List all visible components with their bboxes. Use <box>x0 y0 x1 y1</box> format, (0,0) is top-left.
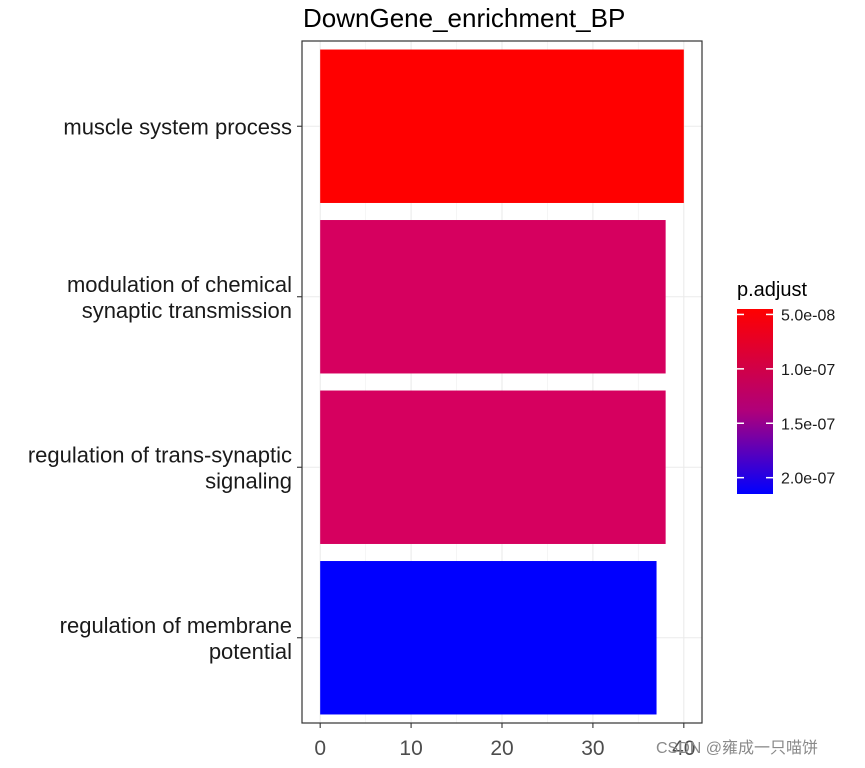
legend-ticks: 5.0e-08 1.0e-07 1.5e-07 2.0e-07 <box>737 307 835 488</box>
bar <box>320 390 666 544</box>
bar <box>320 220 666 374</box>
bar <box>320 49 684 203</box>
category-label: modulation of chemical <box>67 272 292 297</box>
chart-title: DownGene_enrichment_BP <box>303 3 625 33</box>
legend-tick-label: 1.5e-07 <box>781 416 835 433</box>
legend-tick-label: 5.0e-08 <box>781 307 835 324</box>
x-tick-label: 10 <box>399 737 422 760</box>
category-label: regulation of trans-synaptic <box>28 442 292 467</box>
legend-tick-label: 2.0e-07 <box>781 471 835 488</box>
category-label: regulation of membrane <box>60 613 292 638</box>
category-label: muscle system process <box>63 114 292 139</box>
bars <box>320 49 684 715</box>
category-label: signaling <box>205 468 292 493</box>
legend-tick-label: 1.0e-07 <box>781 362 835 379</box>
category-labels: muscle system process modulation of chemi… <box>28 114 302 664</box>
watermark: CSDN @雍成一只喵饼 <box>656 739 818 757</box>
legend: p.adjust 5.0e-08 1.0e-07 1.5e-07 2.0e-07 <box>737 279 835 494</box>
x-tick-label: 40 <box>672 737 695 760</box>
category-label: potential <box>209 639 292 664</box>
x-tick-label: 20 <box>490 737 513 760</box>
category-label: synaptic transmission <box>82 298 292 323</box>
x-tick-label: 30 <box>581 737 604 760</box>
x-tick-label: 0 <box>314 737 326 760</box>
legend-colorbar <box>737 309 773 494</box>
bar <box>320 561 657 715</box>
x-axis-ticks: 0 10 20 30 40 <box>314 723 695 760</box>
legend-title: p.adjust <box>737 279 807 301</box>
